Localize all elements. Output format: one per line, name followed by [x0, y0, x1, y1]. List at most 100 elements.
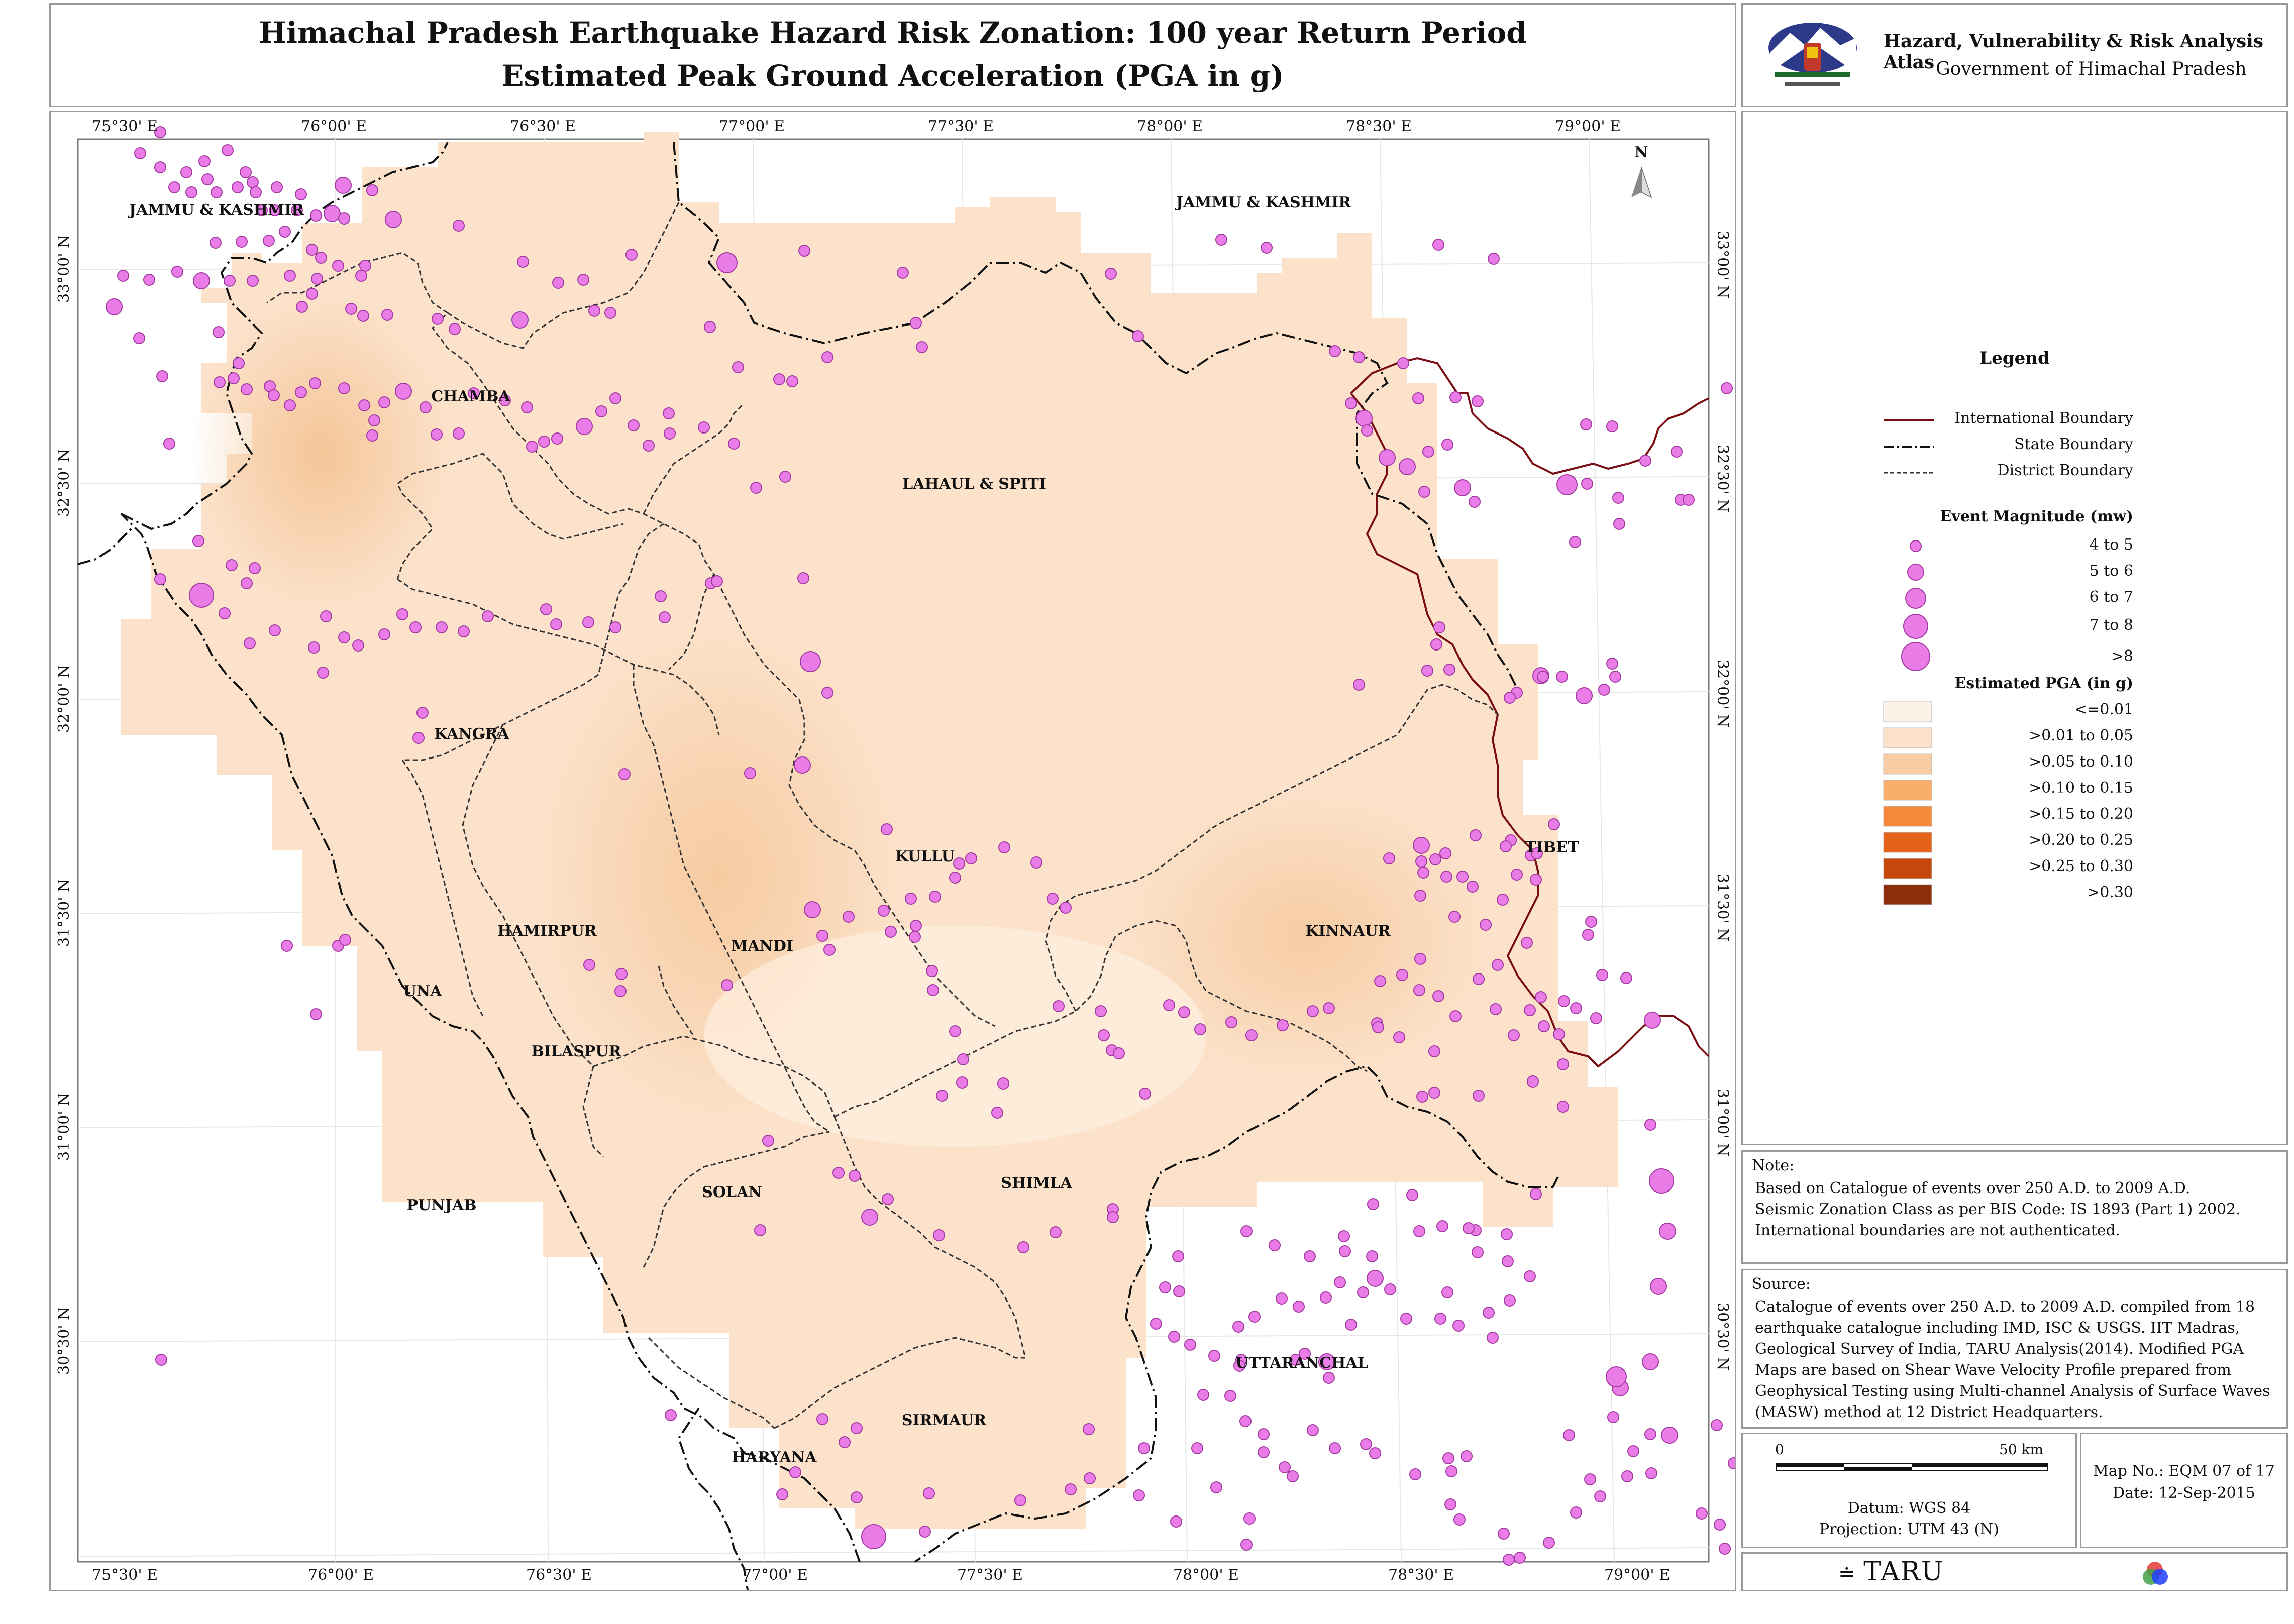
earthquake-event-marker[interactable]	[241, 577, 253, 589]
earthquake-event-marker[interactable]	[1191, 1442, 1203, 1454]
earthquake-event-marker[interactable]	[1353, 679, 1365, 691]
earthquake-event-marker[interactable]	[1627, 1445, 1639, 1457]
earthquake-event-marker[interactable]	[897, 267, 909, 279]
earthquake-event-marker[interactable]	[821, 351, 833, 363]
earthquake-event-marker[interactable]	[1443, 664, 1455, 676]
earthquake-event-marker[interactable]	[1372, 1021, 1384, 1033]
earthquake-event-marker[interactable]	[1172, 1250, 1184, 1262]
earthquake-event-marker[interactable]	[338, 212, 350, 225]
earthquake-event-marker[interactable]	[1084, 1472, 1096, 1484]
earthquake-event-marker[interactable]	[956, 1076, 968, 1089]
earthquake-event-marker[interactable]	[232, 181, 244, 193]
earthquake-event-marker[interactable]	[295, 188, 307, 200]
earthquake-event-marker[interactable]	[540, 603, 552, 615]
earthquake-event-marker[interactable]	[551, 432, 563, 445]
earthquake-event-marker[interactable]	[240, 166, 252, 178]
earthquake-event-marker[interactable]	[1318, 1353, 1335, 1370]
earthquake-event-marker[interactable]	[1456, 871, 1469, 883]
earthquake-event-marker[interactable]	[1569, 536, 1581, 548]
earthquake-event-marker[interactable]	[1367, 1198, 1379, 1210]
earthquake-event-marker[interactable]	[1500, 840, 1512, 852]
earthquake-event-marker[interactable]	[655, 590, 667, 602]
earthquake-event-marker[interactable]	[949, 872, 961, 884]
earthquake-event-marker[interactable]	[1304, 1250, 1316, 1262]
earthquake-event-marker[interactable]	[1107, 1211, 1119, 1223]
earthquake-event-marker[interactable]	[1414, 953, 1426, 965]
earthquake-event-marker[interactable]	[396, 608, 408, 620]
earthquake-event-marker[interactable]	[244, 637, 256, 649]
earthquake-event-marker[interactable]	[247, 275, 259, 287]
earthquake-event-marker[interactable]	[1307, 1005, 1319, 1017]
earthquake-event-marker[interactable]	[171, 266, 183, 278]
earthquake-event-marker[interactable]	[1606, 658, 1618, 670]
earthquake-event-marker[interactable]	[789, 1466, 801, 1478]
earthquake-event-marker[interactable]	[1334, 1276, 1346, 1288]
earthquake-event-marker[interactable]	[1719, 1543, 1731, 1555]
earthquake-event-marker[interactable]	[1613, 518, 1625, 530]
earthquake-event-marker[interactable]	[1060, 902, 1072, 914]
earthquake-event-marker[interactable]	[1413, 984, 1425, 996]
earthquake-event-marker[interactable]	[296, 301, 308, 313]
earthquake-event-marker[interactable]	[359, 260, 371, 272]
earthquake-event-marker[interactable]	[1469, 496, 1481, 508]
earthquake-event-marker[interactable]	[905, 893, 917, 905]
earthquake-event-marker[interactable]	[1339, 1245, 1351, 1257]
earthquake-event-marker[interactable]	[395, 383, 412, 400]
earthquake-event-marker[interactable]	[1661, 1427, 1678, 1444]
earthquake-event-marker[interactable]	[1133, 1489, 1145, 1501]
earthquake-event-marker[interactable]	[517, 256, 529, 268]
earthquake-event-marker[interactable]	[241, 383, 253, 395]
earthquake-event-marker[interactable]	[453, 220, 465, 232]
earthquake-event-marker[interactable]	[1323, 1372, 1335, 1384]
earthquake-event-marker[interactable]	[933, 1229, 945, 1241]
earthquake-event-marker[interactable]	[1472, 395, 1484, 407]
earthquake-event-marker[interactable]	[1594, 1490, 1606, 1502]
earthquake-event-marker[interactable]	[315, 252, 327, 264]
earthquake-event-marker[interactable]	[154, 573, 166, 585]
earthquake-event-marker[interactable]	[1620, 972, 1632, 984]
earthquake-event-marker[interactable]	[1543, 1537, 1555, 1549]
earthquake-event-marker[interactable]	[1432, 990, 1444, 1002]
earthquake-event-marker[interactable]	[1644, 1428, 1656, 1440]
earthquake-event-marker[interactable]	[1113, 1047, 1125, 1059]
earthquake-event-marker[interactable]	[468, 387, 480, 399]
earthquake-event-marker[interactable]	[143, 274, 155, 286]
earthquake-event-marker[interactable]	[628, 419, 640, 431]
earthquake-event-marker[interactable]	[552, 277, 564, 289]
earthquake-event-marker[interactable]	[284, 270, 296, 282]
earthquake-event-marker[interactable]	[1413, 837, 1430, 854]
earthquake-event-marker[interactable]	[1501, 1228, 1513, 1240]
earthquake-event-marker[interactable]	[310, 1008, 322, 1020]
earthquake-event-marker[interactable]	[247, 176, 259, 188]
earthquake-event-marker[interactable]	[1606, 420, 1618, 432]
earthquake-event-marker[interactable]	[1345, 1319, 1357, 1331]
earthquake-event-marker[interactable]	[1527, 1075, 1539, 1088]
earthquake-event-marker[interactable]	[1521, 937, 1533, 949]
earthquake-event-marker[interactable]	[291, 204, 303, 216]
earthquake-event-marker[interactable]	[823, 944, 836, 956]
earthquake-event-marker[interactable]	[588, 305, 600, 317]
earthquake-event-marker[interactable]	[311, 273, 323, 285]
earthquake-event-marker[interactable]	[1184, 1339, 1196, 1351]
earthquake-event-marker[interactable]	[1449, 391, 1462, 403]
earthquake-event-marker[interactable]	[1150, 1318, 1162, 1330]
earthquake-event-marker[interactable]	[786, 375, 798, 387]
earthquake-event-marker[interactable]	[526, 441, 538, 453]
earthquake-event-marker[interactable]	[324, 205, 341, 222]
earthquake-event-marker[interactable]	[193, 272, 210, 289]
earthquake-event-marker[interactable]	[1570, 1506, 1582, 1519]
earthquake-event-marker[interactable]	[595, 405, 607, 417]
earthquake-event-marker[interactable]	[249, 562, 261, 574]
earthquake-event-marker[interactable]	[1163, 999, 1175, 1011]
earthquake-event-marker[interactable]	[1170, 1515, 1182, 1528]
earthquake-event-marker[interactable]	[1197, 1389, 1209, 1401]
earthquake-event-marker[interactable]	[919, 1526, 931, 1538]
earthquake-event-marker[interactable]	[1320, 1291, 1332, 1304]
earthquake-event-marker[interactable]	[210, 237, 222, 249]
earthquake-event-marker[interactable]	[1441, 439, 1453, 451]
earthquake-event-marker[interactable]	[1413, 1225, 1425, 1237]
earthquake-event-marker[interactable]	[1659, 1223, 1676, 1240]
earthquake-event-marker[interactable]	[1607, 1411, 1619, 1423]
earthquake-event-marker[interactable]	[117, 270, 129, 282]
earthquake-event-marker[interactable]	[910, 317, 922, 329]
